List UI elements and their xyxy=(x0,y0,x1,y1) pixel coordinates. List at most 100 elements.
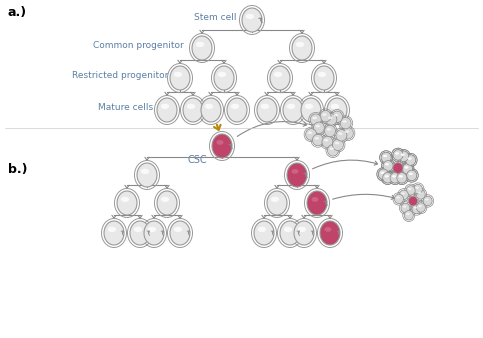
Ellipse shape xyxy=(423,196,432,206)
Ellipse shape xyxy=(130,221,150,245)
Ellipse shape xyxy=(205,104,213,109)
Ellipse shape xyxy=(414,207,417,209)
Ellipse shape xyxy=(104,221,124,245)
Ellipse shape xyxy=(406,155,415,165)
Ellipse shape xyxy=(404,166,409,169)
Ellipse shape xyxy=(267,191,287,215)
Ellipse shape xyxy=(192,36,212,60)
Ellipse shape xyxy=(296,42,304,47)
Ellipse shape xyxy=(398,151,409,162)
Ellipse shape xyxy=(385,163,389,165)
Ellipse shape xyxy=(174,72,182,77)
Ellipse shape xyxy=(412,204,421,214)
Ellipse shape xyxy=(393,163,403,173)
Ellipse shape xyxy=(312,197,318,202)
Ellipse shape xyxy=(322,113,327,116)
Ellipse shape xyxy=(409,173,413,175)
Ellipse shape xyxy=(216,140,224,145)
Ellipse shape xyxy=(385,163,389,165)
Ellipse shape xyxy=(306,129,317,140)
Ellipse shape xyxy=(170,66,190,90)
Ellipse shape xyxy=(137,163,157,187)
Ellipse shape xyxy=(338,132,342,135)
Ellipse shape xyxy=(320,111,331,122)
Ellipse shape xyxy=(407,170,417,180)
Ellipse shape xyxy=(294,221,314,245)
Ellipse shape xyxy=(313,134,324,146)
Ellipse shape xyxy=(328,117,332,119)
Ellipse shape xyxy=(401,154,405,156)
Text: Restricted progenitor: Restricted progenitor xyxy=(71,72,168,80)
Ellipse shape xyxy=(332,139,343,150)
Ellipse shape xyxy=(335,142,339,144)
Ellipse shape xyxy=(314,137,319,140)
Ellipse shape xyxy=(408,158,412,160)
Ellipse shape xyxy=(157,191,177,215)
Ellipse shape xyxy=(340,117,351,129)
Ellipse shape xyxy=(384,175,389,177)
Ellipse shape xyxy=(396,196,400,198)
Ellipse shape xyxy=(398,151,409,162)
Ellipse shape xyxy=(327,145,339,156)
Ellipse shape xyxy=(401,154,405,156)
Ellipse shape xyxy=(381,172,384,174)
Ellipse shape xyxy=(183,98,203,122)
Ellipse shape xyxy=(327,98,347,122)
Ellipse shape xyxy=(212,134,232,158)
Ellipse shape xyxy=(408,188,412,190)
Ellipse shape xyxy=(399,175,403,177)
Ellipse shape xyxy=(416,203,426,212)
Ellipse shape xyxy=(292,169,298,174)
Ellipse shape xyxy=(395,152,399,154)
Ellipse shape xyxy=(331,104,339,109)
Ellipse shape xyxy=(280,221,300,245)
Ellipse shape xyxy=(408,158,412,160)
Ellipse shape xyxy=(287,163,307,187)
Text: CSC: CSC xyxy=(187,155,207,165)
Ellipse shape xyxy=(117,191,137,215)
Ellipse shape xyxy=(381,152,391,163)
Ellipse shape xyxy=(381,152,391,163)
Ellipse shape xyxy=(401,192,405,194)
Ellipse shape xyxy=(327,128,331,130)
Ellipse shape xyxy=(227,98,247,122)
Ellipse shape xyxy=(325,227,331,232)
Ellipse shape xyxy=(403,206,406,208)
Ellipse shape xyxy=(397,173,407,183)
Ellipse shape xyxy=(399,175,403,177)
Ellipse shape xyxy=(246,14,254,19)
Ellipse shape xyxy=(331,111,342,123)
Ellipse shape xyxy=(416,190,425,199)
Ellipse shape xyxy=(402,164,412,174)
Ellipse shape xyxy=(336,129,347,141)
Ellipse shape xyxy=(399,190,408,199)
Ellipse shape xyxy=(320,221,340,245)
Ellipse shape xyxy=(301,98,321,122)
Ellipse shape xyxy=(322,136,333,148)
Ellipse shape xyxy=(242,8,262,32)
Ellipse shape xyxy=(383,155,387,157)
Ellipse shape xyxy=(383,155,387,157)
Ellipse shape xyxy=(121,197,129,202)
Ellipse shape xyxy=(393,150,403,160)
Ellipse shape xyxy=(418,205,422,207)
Ellipse shape xyxy=(307,191,327,215)
Ellipse shape xyxy=(257,98,277,122)
Ellipse shape xyxy=(170,221,190,245)
Ellipse shape xyxy=(318,72,326,77)
Ellipse shape xyxy=(283,98,303,122)
Ellipse shape xyxy=(378,169,388,179)
Ellipse shape xyxy=(271,197,279,202)
Ellipse shape xyxy=(313,117,317,119)
Ellipse shape xyxy=(390,173,400,183)
Text: Stem cell: Stem cell xyxy=(194,13,236,22)
Ellipse shape xyxy=(196,42,204,47)
Ellipse shape xyxy=(161,197,169,202)
Ellipse shape xyxy=(334,114,338,116)
Ellipse shape xyxy=(218,72,226,77)
Ellipse shape xyxy=(384,175,389,177)
Ellipse shape xyxy=(292,36,312,60)
Ellipse shape xyxy=(284,227,292,232)
Ellipse shape xyxy=(148,227,156,232)
Ellipse shape xyxy=(392,175,396,177)
